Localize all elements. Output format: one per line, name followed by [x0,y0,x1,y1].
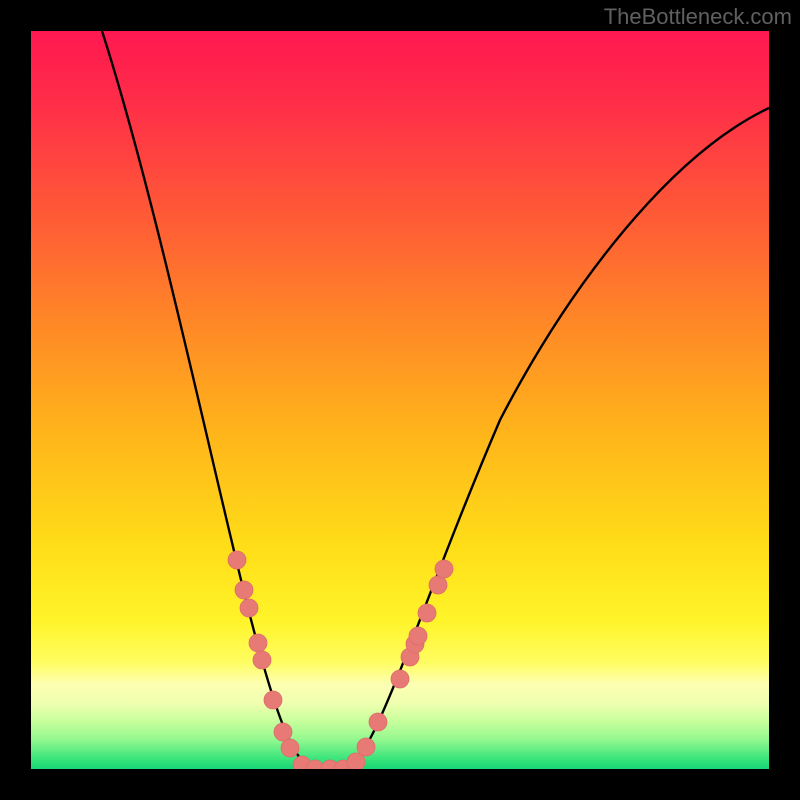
bottleneck-chart: TheBottleneck.com [0,0,800,800]
watermark-text: TheBottleneck.com [604,4,792,30]
chart-svg [0,0,800,800]
